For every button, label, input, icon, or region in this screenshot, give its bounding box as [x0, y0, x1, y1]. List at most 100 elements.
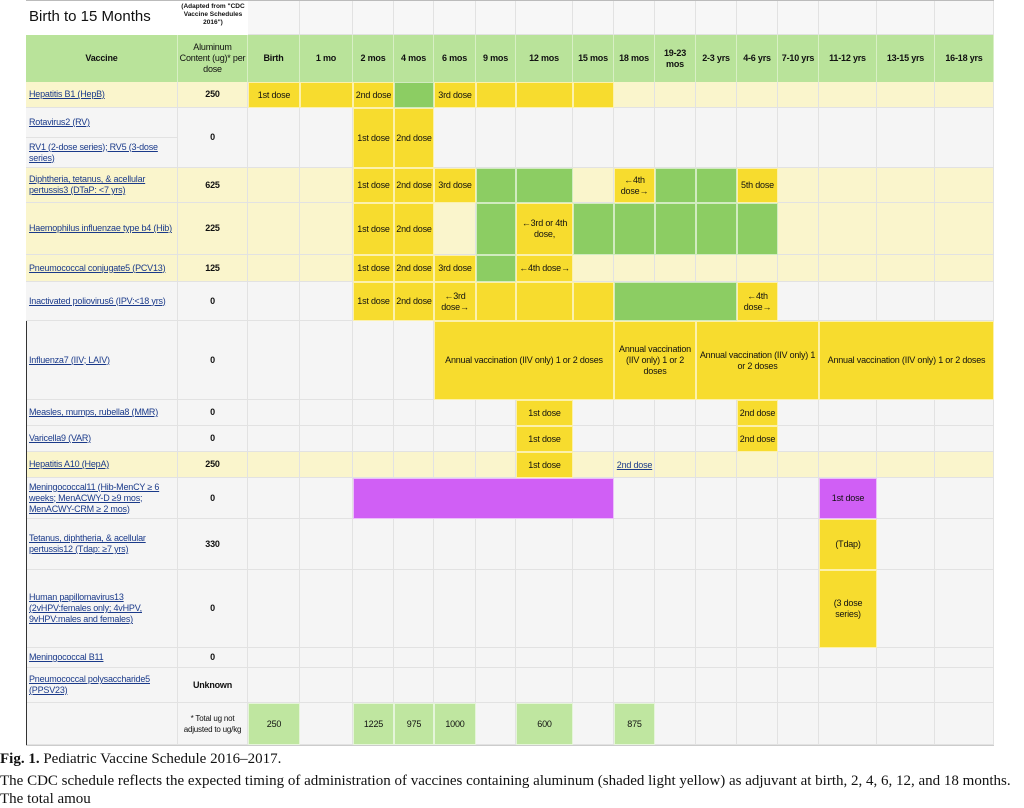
- schedule-cell: [434, 570, 476, 648]
- schedule-cell: [696, 668, 737, 703]
- vaccine-link[interactable]: Diphtheria, tetanus, & acellular pertuss…: [26, 168, 178, 203]
- schedule-cell: [737, 108, 778, 168]
- dose-yellow-cell: [573, 282, 614, 321]
- schedule-cell: [353, 668, 394, 703]
- title-row-blank-cell: [434, 0, 476, 35]
- schedule-cell: [300, 400, 353, 426]
- aluminum-content: 0: [178, 648, 248, 668]
- dose-link[interactable]: 2nd dose: [616, 459, 653, 470]
- vaccine-link[interactable]: Hepatitis B1 (HepB): [26, 82, 178, 108]
- dose-yellow-cell: 5th dose: [737, 168, 778, 203]
- schedule-cell: [248, 668, 300, 703]
- figure-caption-text: The CDC schedule reflects the expected t…: [0, 773, 1011, 807]
- schedule-cell: [614, 400, 655, 426]
- schedule-cell: [819, 168, 877, 203]
- vaccine-link-subtitle[interactable]: RV1 (2-dose series); RV5 (3-dose series): [26, 138, 178, 168]
- schedule-cell: [300, 282, 353, 321]
- schedule-cell: [516, 668, 573, 703]
- title-row-blank-cell: [300, 0, 353, 35]
- vaccine-link[interactable]: Human papillomavirus13 (2vHPV:females on…: [26, 570, 178, 648]
- aluminum-content: 250: [178, 82, 248, 108]
- title-row-blank-cell: [476, 0, 516, 35]
- vaccine-link[interactable]: Inactivated poliovirus6 (IPV:<18 yrs): [26, 282, 178, 321]
- schedule-cell: [248, 255, 300, 282]
- schedule-cell: [819, 108, 877, 168]
- dose-green-cell: [696, 168, 737, 203]
- schedule-cell: [819, 255, 877, 282]
- schedule-cell: [353, 648, 394, 668]
- schedule-cell: [248, 203, 300, 255]
- dose-yellow-cell: [476, 82, 516, 108]
- schedule-cell: [614, 648, 655, 668]
- vaccine-link[interactable]: Influenza7 (IIV; LAIV): [26, 321, 178, 400]
- vaccine-link[interactable]: Meningococcal11 (Hib-MenCY ≥ 6 weeks; Me…: [26, 478, 178, 519]
- dose-yellow-cell: ←3rd dose→: [434, 282, 476, 321]
- schedule-cell: [476, 570, 516, 648]
- schedule-cell: [516, 570, 573, 648]
- vaccine-link[interactable]: Pneumococcal polysaccharide5 (PPSV23): [26, 668, 178, 703]
- schedule-cell: [737, 478, 778, 519]
- schedule-cell: [877, 478, 935, 519]
- aluminum-content: 0: [178, 321, 248, 400]
- schedule-cell: [476, 648, 516, 668]
- schedule-cell: [434, 400, 476, 426]
- vaccine-link[interactable]: Meningococcal B11: [26, 648, 178, 668]
- totals-cell-blank: [877, 703, 935, 745]
- dose-yellow-cell: [300, 82, 353, 108]
- schedule-cell: [300, 426, 353, 452]
- schedule-cell: [434, 108, 476, 168]
- vaccine-link[interactable]: Pneumococcal conjugate5 (PCV13): [26, 255, 178, 282]
- schedule-cell: [778, 668, 819, 703]
- schedule-cell: [434, 668, 476, 703]
- dose-green-cell: [573, 203, 614, 255]
- schedule-cell: [394, 452, 434, 478]
- schedule-cell: [476, 400, 516, 426]
- schedule-cell: [434, 452, 476, 478]
- schedule-cell: [655, 82, 696, 108]
- schedule-cell: [476, 519, 516, 570]
- dose-green-cell: [696, 203, 737, 255]
- schedule-cell: [696, 400, 737, 426]
- schedule-cell: [614, 570, 655, 648]
- schedule-cell: [573, 519, 614, 570]
- header-age-14: 13-15 yrs: [877, 35, 935, 82]
- schedule-cell: [573, 668, 614, 703]
- schedule-cell: [614, 426, 655, 452]
- title-row-blank-cell: [573, 0, 614, 35]
- vaccine-link[interactable]: Varicella9 (VAR): [26, 426, 178, 452]
- header-age-15: 16-18 yrs: [935, 35, 994, 82]
- schedule-cell: [394, 519, 434, 570]
- dose-yellow-cell: [573, 82, 614, 108]
- schedule-cell: [935, 570, 994, 648]
- vaccine-link[interactable]: Haemophilus influenzae type b4 (Hib): [26, 203, 178, 255]
- schedule-cell: [935, 168, 994, 203]
- total-aluminum-cell: 1225: [353, 703, 394, 745]
- schedule-cell: [696, 108, 737, 168]
- dose-green-cell: [516, 168, 573, 203]
- vaccine-link[interactable]: Hepatitis A10 (HepA): [26, 452, 178, 478]
- header-age-0: Birth: [248, 35, 300, 82]
- schedule-cell: [614, 108, 655, 168]
- dose-yellow-cell: 1st dose: [248, 82, 300, 108]
- schedule-cell: [935, 668, 994, 703]
- schedule-cell: [573, 452, 614, 478]
- dose-yellow-cell: [516, 82, 573, 108]
- vaccine-link[interactable]: Tetanus, diphtheria, & acellular pertuss…: [26, 519, 178, 570]
- schedule-cell: [394, 668, 434, 703]
- total-aluminum-cell: 1000: [434, 703, 476, 745]
- schedule-cell: [696, 648, 737, 668]
- schedule-cell: [935, 82, 994, 108]
- totals-note: * Total ug not adjusted to ug/kg: [178, 703, 248, 745]
- schedule-cell: [614, 82, 655, 108]
- schedule-cell: [300, 452, 353, 478]
- vaccine-link[interactable]: Measles, mumps, rubella8 (MMR): [26, 400, 178, 426]
- total-aluminum-cell: 875: [614, 703, 655, 745]
- schedule-cell: [819, 82, 877, 108]
- schedule-cell: [877, 255, 935, 282]
- schedule-cell: [877, 400, 935, 426]
- schedule-cell: [655, 255, 696, 282]
- totals-cell-blank: [476, 703, 516, 745]
- vaccine-link[interactable]: Rotavirus2 (RV): [26, 108, 178, 138]
- header-age-3: 4 mos: [394, 35, 434, 82]
- schedule-cell: [737, 570, 778, 648]
